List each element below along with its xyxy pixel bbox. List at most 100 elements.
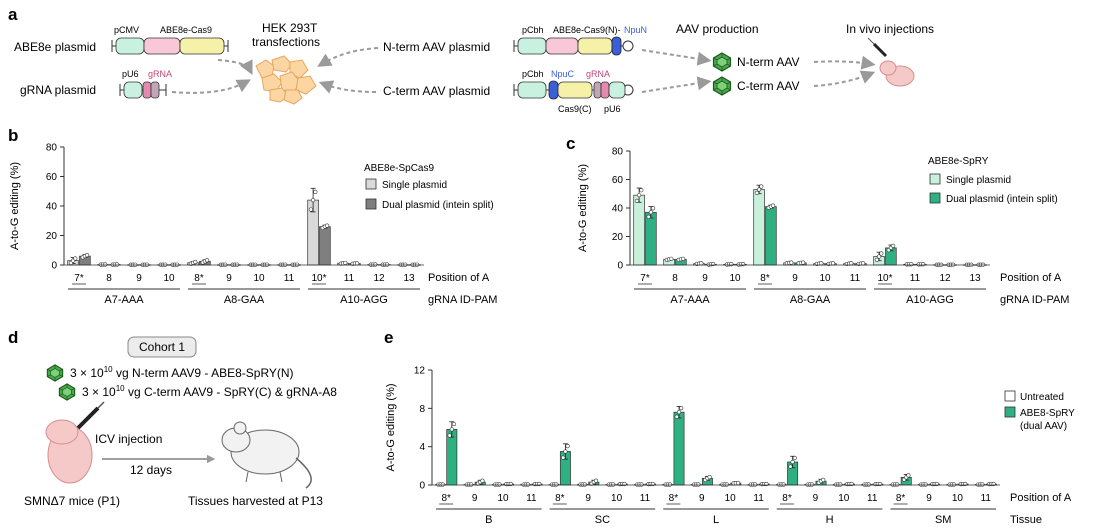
y-tick-label-b: 0 <box>51 261 57 272</box>
position-label-b: 9 <box>136 273 142 284</box>
legend-e: Untreated ABE8-SpRY (dual AAV) <box>1004 390 1075 432</box>
pu6-label-c: pU6 <box>604 104 621 114</box>
chart-e: 0 4 8 12 A-to-G editing (%) 8* 9 10 11 B 8* 9 10 11 SC… <box>385 366 1072 527</box>
replicate-dot-e <box>593 478 599 483</box>
cas9c-label: Cas9(C) <box>558 104 592 114</box>
y-tick-label-c: 80 <box>612 147 624 158</box>
replicate-dot-e <box>781 482 786 487</box>
icv-injection-label: ICV injection <box>95 432 162 446</box>
replicate-dot-e <box>667 482 673 487</box>
replicate-dot-b <box>313 189 318 194</box>
position-label-e: 11 <box>867 493 878 504</box>
replicate-dot-b <box>373 262 378 267</box>
group-label-b: A7-AAA <box>104 294 144 306</box>
position-label-e: 9 <box>585 493 591 504</box>
replicate-dot-c <box>800 260 806 265</box>
replicate-dot-b <box>355 261 360 266</box>
replicate-dot-b <box>325 223 330 228</box>
chart-c: 0 20 40 60 80 A-to-G editing (%) 7* 8 9 10 A7-AAA 8… <box>577 147 1069 307</box>
replicate-dot-e <box>639 482 644 487</box>
bar-b <box>319 226 331 266</box>
replicate-dot-b <box>84 253 90 258</box>
replicate-dot-e <box>753 482 758 487</box>
legend-e-abe: ABE8-SpRY <box>1020 408 1075 419</box>
group-axis-label-b: gRNA ID-PAM <box>428 294 497 306</box>
replicate-dot-e <box>906 473 911 478</box>
position-label-e: 10 <box>952 493 964 504</box>
arrow-aav-to-mouse-c <box>813 70 876 87</box>
replicate-dot-e <box>838 482 843 487</box>
dose-line-1: 3 × 1010 vg N-term AAV9 - ABE8-SpRY(N) <box>70 365 294 380</box>
position-label-e: 11 <box>981 493 992 504</box>
y-tick-label-c: 0 <box>617 261 623 272</box>
position-label-b: 11 <box>344 273 355 284</box>
y-tick-label-c: 20 <box>612 232 624 243</box>
bar-e <box>446 429 458 486</box>
replicate-dot-b <box>343 260 348 266</box>
cterm-construct: pCbh NpuC gRNA Cas9(C) pU6 <box>513 69 634 114</box>
group-label-c: A7-AAA <box>670 294 710 306</box>
position-label-e: 8* <box>441 493 451 504</box>
position-label-c: 8* <box>760 273 770 284</box>
replicate-dot-e <box>788 464 793 469</box>
position-label-b: 9 <box>226 273 232 284</box>
replicate-dot-e <box>565 443 570 449</box>
replicate-dot-c <box>819 261 824 266</box>
nterm-aav-label: N-term AAV <box>737 55 799 69</box>
position-label-e: 9 <box>699 493 705 504</box>
position-label-b: 8 <box>106 273 112 284</box>
replicate-dot-e <box>809 482 815 487</box>
replicate-dot-e <box>447 433 452 438</box>
replicate-dot-c <box>909 262 914 267</box>
replicate-dot-e <box>449 427 454 432</box>
replicate-dot-c <box>648 210 654 215</box>
position-label-c: 10 <box>729 273 741 284</box>
position-label-e: 8* <box>669 493 679 504</box>
replicate-dot-e <box>980 482 985 487</box>
replicate-dot-e <box>440 482 445 487</box>
y-tick-label-b: 20 <box>46 231 58 242</box>
legend-e-swatch-untreated <box>1004 390 1016 402</box>
position-label-b: 7* <box>74 273 84 284</box>
group-label-b: A10-AGG <box>340 294 388 306</box>
abe8e-cas9-label: ABE8e-Cas9 <box>160 25 212 35</box>
panel-b: b 0 20 40 60 80 A-to-G editing (%) 7* 8 9 10 A7-AA… <box>8 126 497 306</box>
replicate-dot-c <box>879 251 884 256</box>
replicate-dot-e <box>611 482 616 487</box>
position-label-c: 7* <box>640 273 650 284</box>
panel-label-d: d <box>8 328 18 347</box>
replicate-dot-c <box>634 198 640 203</box>
panel-label-c: c <box>566 134 575 153</box>
arrow-c-to-aav <box>641 76 712 93</box>
hek-label-line1: HEK 293T <box>262 21 318 35</box>
position-label-b: 10* <box>311 273 326 284</box>
legend-b-dual: Dual plasmid (intein split) <box>382 200 494 211</box>
panel-c: c 0 20 40 60 80 A-to-G editing (%) 7* 8 9 10 A7-AA… <box>566 134 1069 306</box>
replicate-dot-c <box>669 256 674 261</box>
replicate-dot-e <box>497 482 502 487</box>
arrow-cterm-to-cells <box>318 80 377 94</box>
position-label-c: 8 <box>672 273 678 284</box>
group-label-e: L <box>713 514 719 526</box>
replicate-dot-c <box>890 243 896 249</box>
in-vivo-label: In vivo injections <box>846 22 934 36</box>
replicate-dot-e <box>451 421 457 427</box>
arrow-grna-to-cells <box>171 79 251 94</box>
replicate-dot-e <box>696 482 701 487</box>
position-label-b: 12 <box>373 273 385 284</box>
position-label-e: 11 <box>640 493 651 504</box>
aav-capsid-icon-c <box>712 76 732 96</box>
position-label-c: 11 <box>910 273 921 284</box>
replicate-dot-c <box>680 256 686 261</box>
abe8e-plasmid-construct: pCMV ABE8e-Cas9 <box>111 25 229 55</box>
bar-c <box>753 189 765 266</box>
position-label-b: 8* <box>194 273 204 284</box>
group-label-c: A8-GAA <box>790 294 831 306</box>
replicate-dot-e <box>724 482 729 487</box>
replicate-dot-e <box>866 482 871 487</box>
position-label-e: 10 <box>497 493 509 504</box>
panel-label-e: e <box>384 328 393 347</box>
y-tick-label-e: 8 <box>419 404 425 415</box>
group-label-b: A8-GAA <box>224 294 265 306</box>
